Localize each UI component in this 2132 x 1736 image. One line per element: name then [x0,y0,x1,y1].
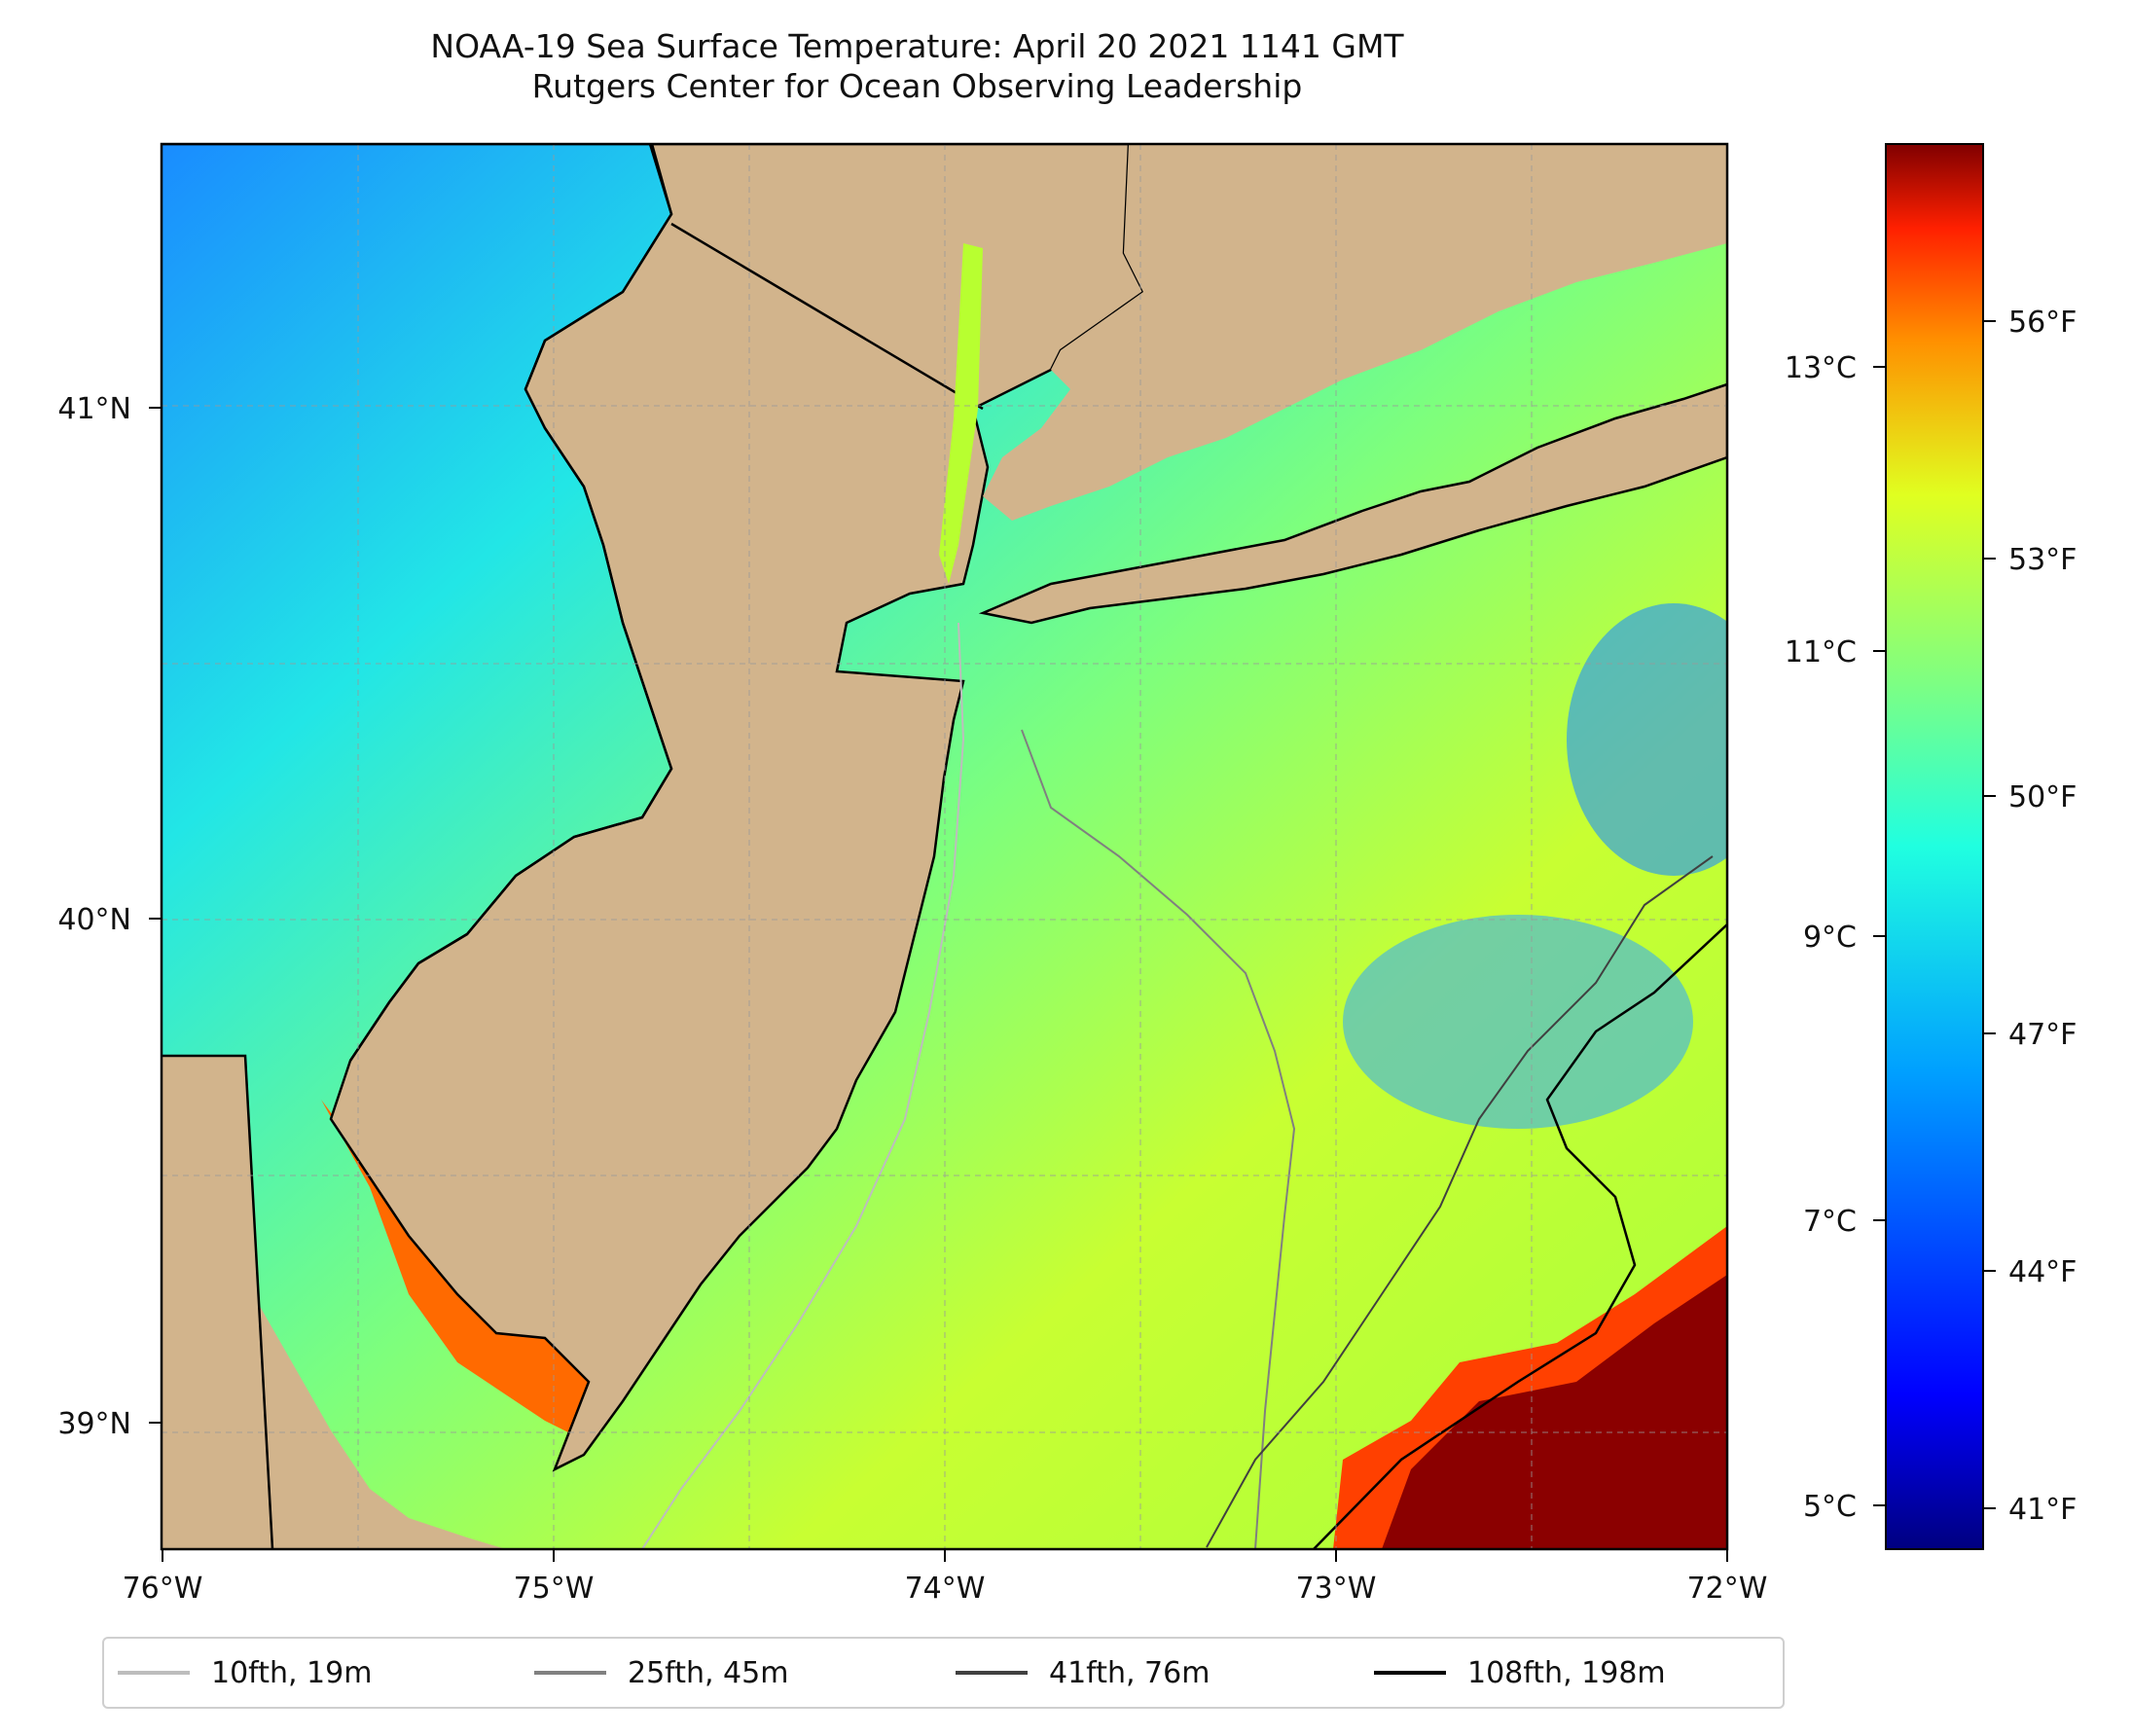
colorbar-fahrenheit-label: 53°F [2008,543,2077,577]
x-tick-label: 75°W [514,1572,595,1606]
contour-45m [1021,729,1296,1549]
legend-swatch [1374,1671,1446,1675]
land-connecticut [983,144,1727,521]
de-md-boundary [162,1054,274,1549]
legend-item: 25fth, 45m [534,1639,788,1707]
x-tick-label: 72°W [1687,1572,1768,1606]
x-tick-label: 73°W [1296,1572,1377,1606]
graticule [162,144,1727,1549]
colorbar-celsius-label: 7°C [1803,1205,1857,1239]
hudson-river [939,243,983,584]
contour-19m [641,622,965,1549]
legend-swatch [118,1671,190,1675]
colorbar-fahrenheit-label: 56°F [2008,306,2077,340]
legend-label: 108fth, 198m [1467,1655,1666,1690]
land-delmarva [162,1236,506,1549]
land-long-island [978,382,1727,625]
colorbar-celsius-ticks [1873,366,1886,1506]
colorbar-fahrenheit-label: 47°F [2008,1018,2077,1052]
colorbar-celsius-label: 11°C [1785,635,1857,669]
ny-nj-boundary [670,222,984,411]
legend-label: 10fth, 19m [211,1655,373,1690]
y-tick-label: 39°N [57,1407,131,1441]
legend-swatch [534,1671,606,1675]
legend-item: 10fth, 19m [118,1639,372,1707]
x-tick-label: 76°W [123,1572,203,1606]
colorbar-celsius-label: 13°C [1785,351,1857,385]
x-tick-label: 74°W [905,1572,986,1606]
gulf-stream-warm-core [1382,1275,1727,1549]
y-tick-label: 40°N [57,903,131,937]
legend-label: 41fth, 76m [1049,1655,1211,1690]
legend-swatch [956,1671,1028,1675]
map-title-line-1: NOAA-19 Sea Surface Temperature: April 2… [430,27,1404,65]
contour-76m [1206,855,1714,1548]
cool-water-patch [1343,915,1693,1129]
y-tick-label: 41°N [57,392,131,426]
map-area [162,144,1727,1549]
delaware-river-boundary [348,144,673,1062]
colorbar-celsius-label: 9°C [1803,921,1857,955]
map-title-line-2: Rutgers Center for Ocean Observing Leade… [531,67,1303,105]
x-tick-marks [162,1549,1728,1562]
y-tick-marks [149,407,162,1424]
colorbar-fahrenheit-label: 41°F [2008,1493,2077,1527]
cool-water-patch-east [1567,603,1727,876]
contour-legend: 10fth, 19m 25fth, 45m 41fth, 76m 108fth,… [102,1637,1785,1709]
contour-198m [1313,923,1727,1549]
colorbar-fahrenheit-label: 50°F [2008,780,2077,814]
legend-label: 25fth, 45m [628,1655,789,1690]
colorbar-celsius-label: 5°C [1803,1490,1857,1524]
legend-item: 108fth, 198m [1374,1639,1666,1707]
colorbar-fahrenheit-label: 44°F [2008,1255,2077,1289]
legend-item: 41fth, 76m [956,1639,1210,1707]
delaware-bay-warm [321,1100,603,1440]
colorbar [1885,143,1984,1550]
colorbar-fahrenheit-ticks [1983,320,1996,1509]
